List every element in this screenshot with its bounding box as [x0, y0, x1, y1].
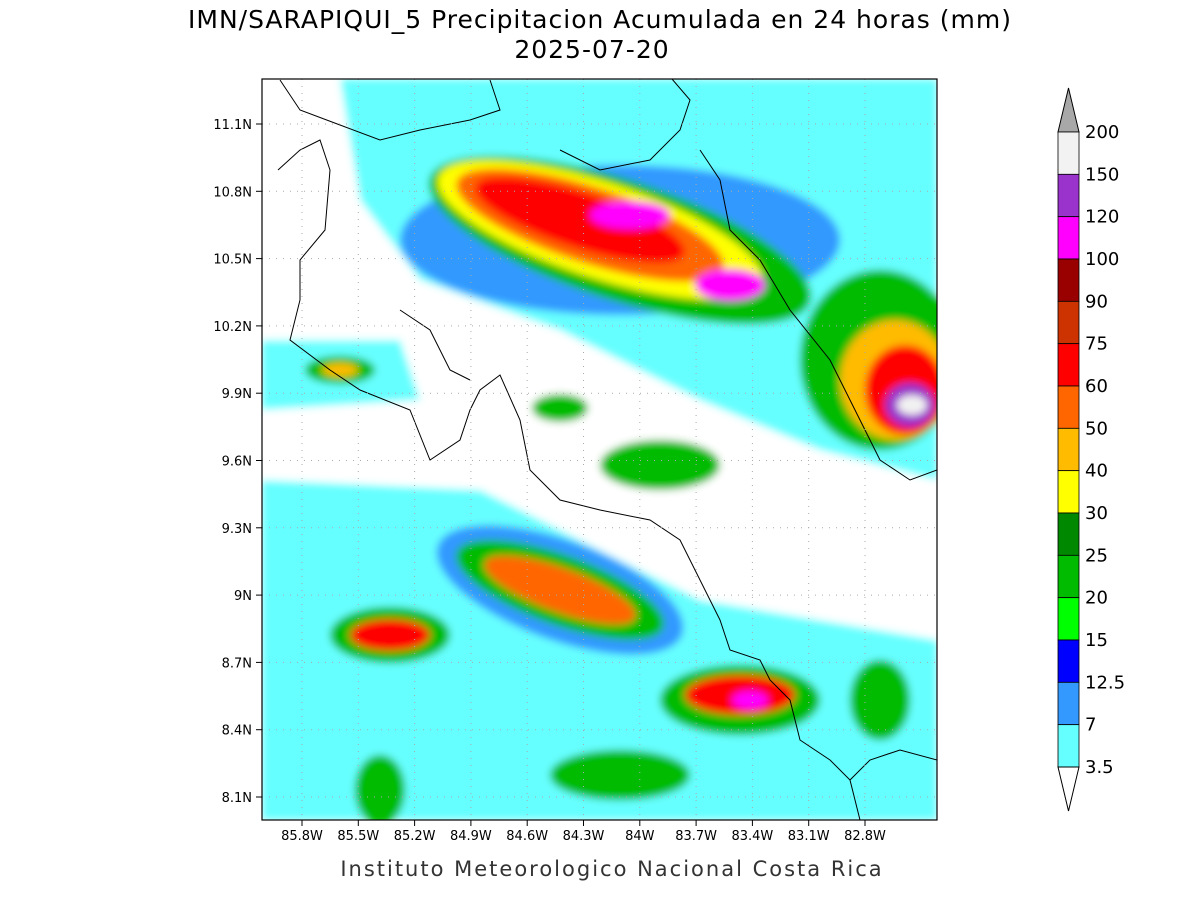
colorbar-label: 40	[1085, 461, 1108, 482]
graticule: 11.1N 10.8N 10.5N 10.2N 9.9N 9.6N 9.3N 9N 8.7N 8.…	[213, 79, 937, 844]
colorbar-label: 3.5	[1085, 757, 1114, 778]
colorbar-over	[1057, 87, 1080, 133]
lat-label: 10.2N	[213, 320, 252, 335]
colorbar-label: 7	[1085, 715, 1096, 736]
lon-label: 84.9W	[450, 829, 492, 844]
precip-field	[262, 79, 937, 820]
lat-label: 9.9N	[222, 387, 252, 402]
colorbar-label: 120	[1085, 207, 1119, 228]
colorbar-segment	[1057, 216, 1080, 260]
colorbar-segment	[1057, 173, 1080, 218]
colorbar-label: 100	[1085, 249, 1119, 270]
lon-label: 84.6W	[506, 829, 548, 844]
colorbar-segment	[1057, 512, 1080, 556]
colorbar-segment	[1057, 385, 1080, 429]
colorbar-segment	[1057, 300, 1080, 345]
lat-label: 8.1N	[222, 791, 252, 806]
colorbar-segment	[1057, 470, 1080, 514]
colorbar-label: 15	[1085, 630, 1108, 651]
lat-label: 9.3N	[222, 522, 252, 537]
colorbar-label: 150	[1085, 164, 1119, 185]
colorbar-segment	[1057, 131, 1080, 175]
colorbar-segment	[1057, 724, 1080, 768]
lon-label: 84W	[625, 829, 655, 844]
colorbar: 200 150 120 100 90 75 60 50 40 30 25 20 15 12.5 7 3.5	[1057, 87, 1125, 812]
lat-label: 8.7N	[222, 656, 252, 671]
colorbar-label: 75	[1085, 334, 1108, 355]
colorbar-segment	[1057, 639, 1080, 683]
footer: Instituto Meteorologico Nacional Costa R…	[340, 857, 883, 881]
colorbar-segment	[1057, 258, 1080, 302]
colorbar-label: 60	[1085, 376, 1108, 397]
colorbar-label: 25	[1085, 545, 1108, 566]
colorbar-label: 200	[1085, 122, 1119, 143]
lat-label: 9N	[234, 589, 252, 604]
map-title: IMN/SARAPIQUI_5 Precipitacion Acumulada …	[188, 5, 1012, 34]
lon-label: 84.3W	[563, 829, 605, 844]
colorbar-segment	[1057, 554, 1080, 599]
colorbar-segment	[1057, 427, 1080, 472]
colorbar-label: 30	[1085, 503, 1108, 524]
colorbar-label: 12.5	[1085, 672, 1125, 693]
lon-label: 85.2W	[394, 829, 436, 844]
lat-label: 10.8N	[213, 185, 252, 200]
lon-label: 83.1W	[788, 829, 830, 844]
colorbar-label: 20	[1085, 588, 1108, 609]
colorbar-segment	[1057, 597, 1080, 641]
lat-label: 10.5N	[213, 253, 252, 268]
lon-label: 85.8W	[281, 829, 323, 844]
plot-frame	[261, 78, 938, 821]
colorbar-segment	[1057, 343, 1080, 387]
lon-label: 83.4W	[731, 829, 773, 844]
colorbar-under	[1057, 766, 1080, 812]
lat-label: 11.1N	[213, 118, 252, 133]
lon-label: 82.8W	[844, 829, 886, 844]
map-subtitle: 2025-07-20	[514, 35, 669, 64]
lat-label: 9.6N	[222, 455, 252, 470]
colorbar-label: 90	[1085, 291, 1108, 312]
colorbar-label: 50	[1085, 418, 1108, 439]
lat-label: 8.4N	[222, 724, 252, 739]
colorbar-segment	[1057, 681, 1080, 726]
lon-label: 85.5W	[337, 829, 379, 844]
lon-label: 83.7W	[675, 829, 717, 844]
